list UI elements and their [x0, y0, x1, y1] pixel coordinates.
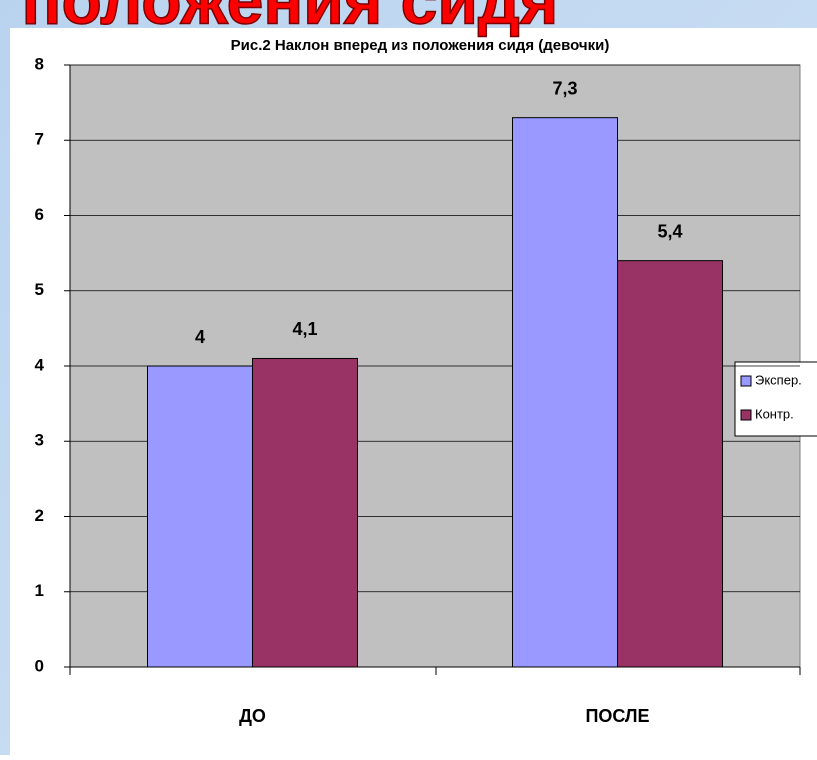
y-tick-label: 6: [35, 205, 44, 224]
y-tick-label: 8: [35, 54, 44, 73]
bar: [512, 117, 618, 668]
y-tick-label: 7: [35, 130, 44, 149]
y-tick-label: 4: [35, 355, 45, 374]
slide-heading: положения сидя: [22, 0, 559, 37]
legend-label: Экспер.: [755, 372, 802, 387]
data-label: 4,1: [292, 319, 317, 339]
legend: [734, 361, 817, 437]
data-label: 5,4: [657, 221, 682, 241]
y-tick-label: 0: [35, 656, 44, 675]
legend-label: Контр.: [755, 406, 794, 421]
data-label: 4: [195, 327, 205, 347]
bar: [617, 260, 723, 668]
y-tick-label: 5: [35, 280, 44, 299]
y-tick-label: 2: [35, 506, 44, 525]
legend-swatch: [740, 409, 752, 421]
bar: [147, 365, 253, 668]
y-tick-label: 3: [35, 431, 44, 450]
chart-title: Рис.2 Наклон вперед из положения сидя (д…: [231, 37, 610, 54]
y-tick-label: 1: [35, 581, 44, 600]
data-label: 7,3: [552, 78, 577, 98]
x-tick-label: ПОСЛЕ: [585, 706, 649, 726]
legend-swatch: [740, 375, 752, 387]
x-tick-label: ДО: [239, 706, 266, 726]
bar: [252, 357, 358, 668]
